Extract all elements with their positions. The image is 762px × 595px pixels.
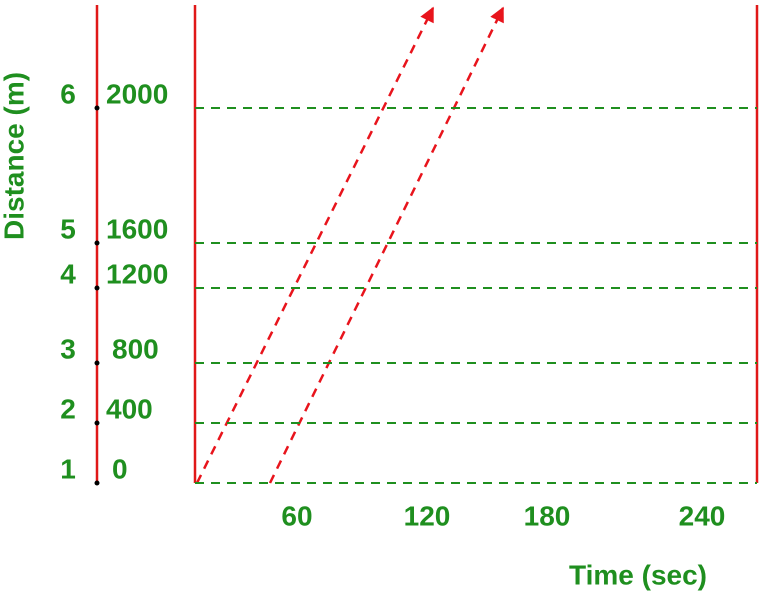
level-index: 1 xyxy=(60,453,76,484)
time-tick-label: 60 xyxy=(281,500,312,531)
level-distance: 2000 xyxy=(106,78,168,109)
level-index: 3 xyxy=(60,333,76,364)
level-distance: 1600 xyxy=(106,213,168,244)
time-tick-label: 240 xyxy=(679,500,726,531)
level-dot xyxy=(94,420,100,426)
time-tick-label: 180 xyxy=(524,500,571,531)
level-dot xyxy=(94,240,100,246)
level-dot xyxy=(94,360,100,366)
level-dot xyxy=(94,480,100,486)
level-dot xyxy=(94,105,100,111)
level-index: 4 xyxy=(60,258,76,289)
level-distance: 1200 xyxy=(106,258,168,289)
x-axis-label: Time (sec) xyxy=(569,559,707,590)
trajectory-arrow xyxy=(268,6,505,484)
level-dot xyxy=(94,285,100,291)
level-index: 6 xyxy=(60,78,76,109)
time-tick-label: 120 xyxy=(404,500,451,531)
level-distance: 800 xyxy=(112,333,159,364)
level-distance: 400 xyxy=(106,393,153,424)
level-index: 5 xyxy=(60,213,76,244)
level-index: 2 xyxy=(60,393,76,424)
y-axis-label: Distance (m) xyxy=(0,72,29,240)
trajectory-arrow xyxy=(195,6,435,484)
level-distance: 0 xyxy=(112,453,128,484)
